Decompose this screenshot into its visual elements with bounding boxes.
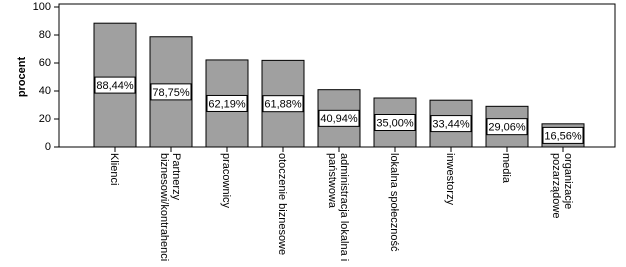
value-label: 16,56%: [544, 130, 582, 142]
y-tick-label: 40: [39, 85, 51, 97]
value-label: 88,44%: [96, 80, 134, 92]
value-label-box: [262, 95, 304, 113]
value-label-box: [430, 115, 472, 133]
y-tick-label: 100: [33, 1, 51, 13]
value-label-box: [150, 83, 192, 101]
value-label-box: [318, 109, 360, 127]
value-label: 61,88%: [264, 99, 302, 111]
y-tick-label: 0: [45, 141, 51, 153]
y-tick-label: 80: [39, 29, 51, 41]
y-axis-label: procent: [16, 56, 28, 97]
x-tick-label: pracownicy: [220, 153, 232, 209]
x-tick-label: otoczenie biznesowe: [276, 153, 288, 255]
value-label: 29,06%: [488, 122, 526, 134]
value-label-box: [94, 76, 136, 94]
x-tick-label: Klienci: [108, 153, 120, 185]
x-tick-label: lokalna społeczność: [388, 153, 400, 252]
value-label: 78,75%: [152, 87, 190, 99]
value-label: 40,94%: [320, 113, 358, 125]
value-label: 35,00%: [376, 117, 414, 129]
x-tick-label: media: [500, 153, 512, 184]
x-tick-label: inwestorzy: [444, 153, 456, 205]
value-label-box: [374, 114, 416, 131]
value-label: 62,19%: [208, 98, 246, 110]
y-tick-label: 20: [39, 113, 51, 125]
x-tick-label: Partnerzybiznesowi/kontrahenci: [158, 153, 182, 261]
value-label-box: [206, 94, 248, 112]
y-tick-label: 60: [39, 57, 51, 69]
value-label-box: [542, 126, 584, 144]
x-tick-label: organizacjepozarządowe: [550, 153, 574, 218]
value-label: 33,44%: [432, 118, 470, 130]
x-tick-label: administracja lokalna ipaństwowa: [326, 153, 350, 261]
value-label-box: [486, 118, 528, 136]
